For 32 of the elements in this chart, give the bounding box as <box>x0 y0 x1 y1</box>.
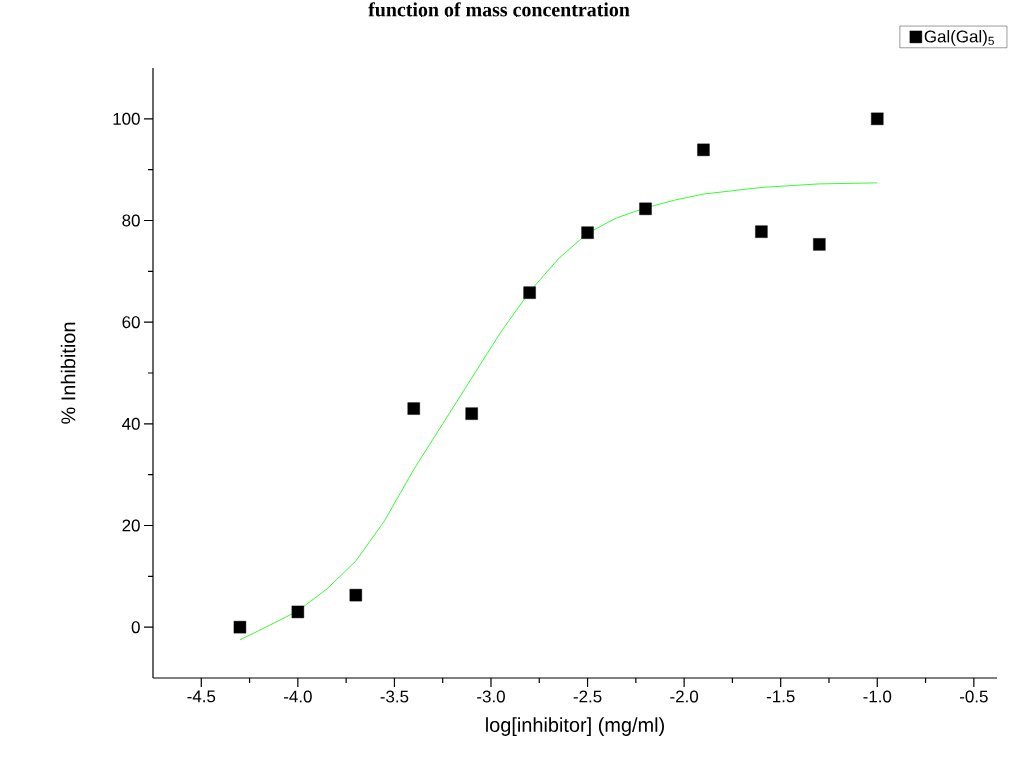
point <box>639 202 652 215</box>
point <box>407 402 420 415</box>
line-series <box>239 182 878 641</box>
point <box>233 620 247 634</box>
y-tick-label: 80 <box>122 214 140 227</box>
point <box>349 588 362 602</box>
legend-label: Gal(Gal)$_{5}$ <box>924 30 994 46</box>
point <box>871 112 884 126</box>
x-tick-label: -3.0 <box>477 690 505 703</box>
y-tick-label: 20 <box>122 519 140 532</box>
point <box>465 407 478 420</box>
x-tick-label: -4.5 <box>187 690 216 703</box>
x-tick-label: -4.0 <box>284 690 312 703</box>
point <box>523 286 536 299</box>
point <box>755 225 768 238</box>
y-axis-title: % Inhibition <box>60 322 76 424</box>
chart-title: function of mass concentration <box>368 2 630 17</box>
x-tick-label: -1.5 <box>766 690 795 703</box>
x-axis-title: log[inhibitor] (mg/ml) <box>486 717 664 736</box>
y-tick-label: 100 <box>113 112 140 125</box>
point <box>697 143 710 157</box>
x-tick-label: -2.0 <box>670 690 699 703</box>
x-tick-label: -2.5 <box>573 690 602 703</box>
x-tick-label: -3.5 <box>380 690 409 703</box>
x-tick-label: -1.0 <box>863 690 892 703</box>
x-tick-label: -0.5 <box>960 690 988 703</box>
y-tick-label: 40 <box>122 417 140 430</box>
y-tick-label: 0 <box>131 621 140 634</box>
point <box>291 605 305 619</box>
point <box>813 238 826 251</box>
y-tick-label: 60 <box>122 316 140 329</box>
point <box>581 226 594 239</box>
